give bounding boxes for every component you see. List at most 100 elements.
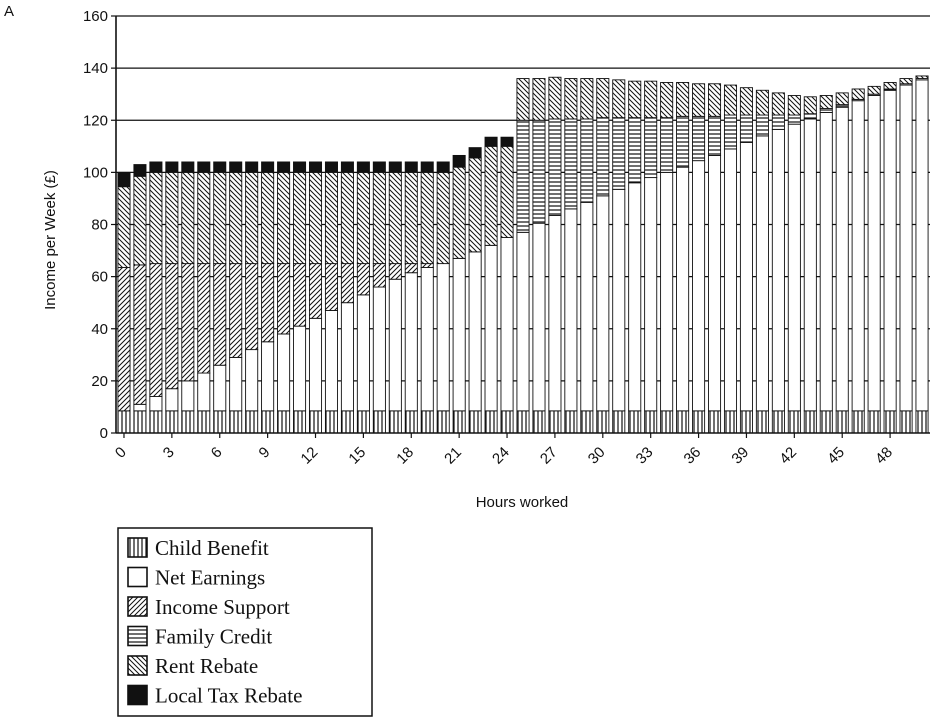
x-tick-label: 27 (537, 444, 561, 468)
x-tick-label: 33 (633, 444, 657, 468)
bar-segment-income-support (308, 263, 323, 319)
bar-segment-family-credit (596, 117, 610, 197)
bar-segment-child-benefit (612, 410, 626, 434)
bar-segment-rent-rebate (245, 171, 259, 265)
bar-segment-rent-rebate (356, 171, 370, 265)
bar-segment-child-benefit (644, 410, 658, 434)
bar-segment-child-benefit (867, 410, 881, 434)
bar-segment-child-benefit (133, 410, 147, 434)
y-tick-label: 100 (83, 164, 108, 181)
bar-segment-family-credit (771, 114, 785, 130)
bar-segment-child-benefit (564, 410, 578, 434)
bar-segment-net-earnings (755, 135, 769, 412)
bar-segment-rent-rebate (851, 88, 865, 100)
bar-segment-family-credit (787, 114, 801, 125)
bar-segment-net-earnings (915, 79, 929, 412)
legend-box (117, 527, 373, 717)
bar-segment-rent-rebate (739, 87, 753, 116)
bar-segment-child-benefit (739, 410, 753, 434)
bar-segment-net-earnings (277, 333, 291, 412)
bar-segment-child-benefit (899, 410, 913, 434)
bar-segment-child-benefit (149, 410, 163, 434)
bar-segment-net-earnings (356, 294, 370, 412)
bar-segment-net-earnings (436, 263, 450, 412)
x-tick-label: 48 (872, 444, 896, 468)
bar-segment-net-earnings (580, 201, 594, 412)
bar-segment-income-support (133, 264, 147, 405)
bar-segment-net-earnings (899, 84, 913, 412)
bar-segment-net-earnings (851, 100, 865, 412)
y-tick-label: 140 (83, 60, 108, 77)
bar-segment-child-benefit (420, 410, 434, 434)
bar-segment-local-tax-rebate (181, 161, 195, 173)
y-axis-label: Income per Week (£) (42, 170, 59, 310)
bar-segment-local-tax-rebate (165, 161, 179, 173)
bar-segment-child-benefit (708, 410, 722, 434)
bar-segment-net-earnings (468, 251, 482, 412)
bar-segment-local-tax-rebate (388, 161, 402, 173)
bar-segment-net-earnings (181, 380, 195, 412)
bar-segment-rent-rebate (484, 145, 498, 246)
bar-segment-income-support (229, 263, 243, 358)
bar-segment-rent-rebate (420, 171, 434, 265)
bar-segment-rent-rebate (308, 171, 323, 265)
bar-segment-income-support (356, 263, 370, 296)
bar-segment-child-benefit (596, 410, 610, 434)
bar-segment-rent-rebate (835, 92, 849, 106)
x-tick-label: 21 (441, 444, 465, 468)
bar-segment-net-earnings (867, 95, 881, 412)
bar-segment-child-benefit (277, 410, 291, 434)
bar-segment-child-benefit (580, 410, 594, 434)
bar-segment-child-benefit (723, 410, 738, 434)
bar-segment-net-earnings (516, 231, 530, 412)
bar-segment-income-support (277, 263, 291, 335)
x-tick-label: 9 (256, 444, 274, 462)
x-tick-label: 42 (776, 444, 800, 468)
bar-segment-income-support (340, 263, 354, 304)
bar-segment-net-earnings (149, 396, 163, 412)
bar-segment-child-benefit (851, 410, 865, 434)
bar-segment-rent-rebate (436, 171, 450, 265)
bar-segment-net-earnings (660, 171, 674, 412)
x-axis-label: Hours worked (476, 494, 569, 511)
bar-segment-child-benefit (484, 410, 498, 434)
bar-segment-net-earnings (532, 222, 546, 412)
bar-segment-local-tax-rebate (420, 161, 434, 173)
bar-segment-local-tax-rebate (277, 161, 291, 173)
bar-segment-income-support (117, 267, 131, 412)
bar-segment-child-benefit (803, 410, 817, 434)
y-tick-label: 120 (83, 112, 108, 129)
bar-segment-net-earnings (324, 310, 338, 412)
legend-swatch-family-credit (127, 625, 148, 647)
x-tick-label: 30 (585, 444, 609, 468)
bar-segment-local-tax-rebate (468, 147, 482, 159)
bar-segment-rent-rebate (388, 171, 402, 265)
legend-label-local-tax-rebate: Local Tax Rebate (155, 684, 302, 708)
bar-segment-child-benefit (532, 410, 546, 434)
bar-segment-child-benefit (340, 410, 354, 434)
legend: Child Benefit Net Earnings Income Support F… (117, 527, 373, 717)
bar-segment-family-credit (628, 117, 642, 184)
bar-segment-local-tax-rebate (372, 161, 386, 173)
bar-segment-family-credit (660, 117, 674, 173)
bar-segment-child-benefit (308, 410, 323, 434)
legend-swatch-rent-rebate (127, 655, 148, 676)
y-tick-label: 60 (91, 269, 108, 286)
bar-segment-rent-rebate (644, 80, 658, 119)
bar-segment-child-benefit (452, 410, 466, 434)
bar-segment-child-benefit (692, 410, 706, 434)
bar-segment-child-benefit (755, 410, 769, 434)
bar-segment-rent-rebate (468, 157, 482, 253)
bar-segment-net-earnings (500, 237, 514, 412)
panel-label: A (4, 3, 14, 20)
bar-segment-rent-rebate (340, 171, 354, 265)
bar-segment-local-tax-rebate (149, 161, 163, 173)
bar-segment-rent-rebate (261, 171, 275, 265)
bar-segment-rent-rebate (580, 78, 594, 120)
bar-segment-net-earnings (404, 272, 418, 412)
bar-segment-rent-rebate (819, 95, 833, 109)
bar-segment-rent-rebate (293, 171, 307, 265)
bar-segment-rent-rebate (532, 78, 546, 121)
bar-segment-family-credit (580, 118, 594, 203)
bar-segment-local-tax-rebate (308, 161, 323, 173)
